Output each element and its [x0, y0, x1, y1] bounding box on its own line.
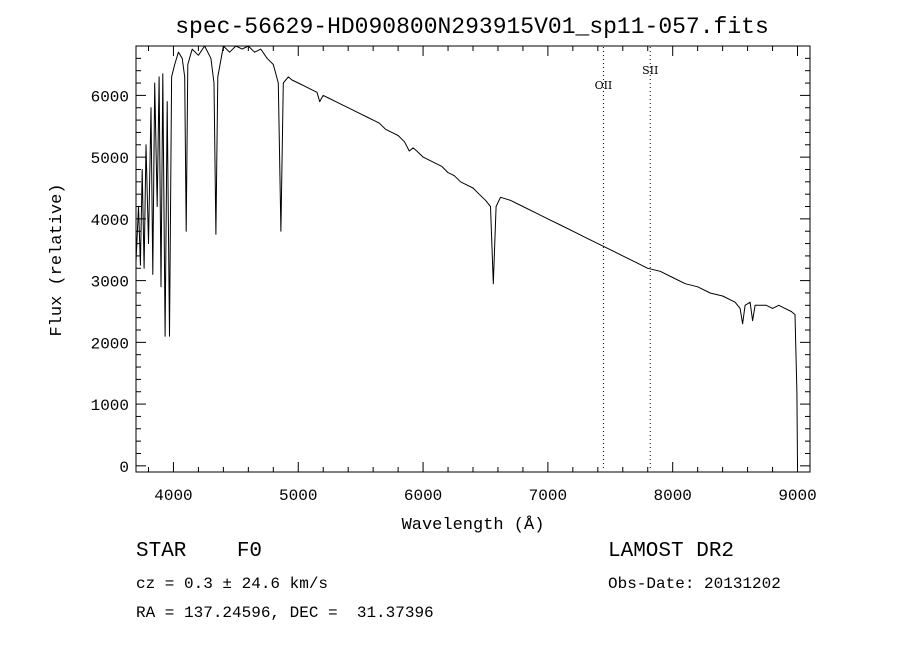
emission-line-markers — [602, 47, 651, 471]
redshift-velocity: cz = 0.3 ± 24.6 km/s — [136, 575, 329, 593]
y-tick-label: 4000 — [91, 212, 129, 230]
y-axis-label: Flux (relative) — [48, 183, 67, 336]
plot-series — [135, 45, 798, 466]
y-tick-label: 5000 — [91, 150, 129, 168]
x-axis-label: Wavelength (Å) — [402, 516, 545, 535]
y-tick-label: 6000 — [91, 88, 129, 106]
x-tick-label: 4000 — [154, 487, 192, 505]
coordinates: RA = 137.24596, DEC = 31.37396 — [136, 604, 434, 622]
y-tick-label: 2000 — [91, 335, 129, 353]
x-tick-label: 7000 — [529, 487, 567, 505]
y-tick-label: 1000 — [91, 397, 129, 415]
y-axis: 0 1000 2000 3000 4000 5000 6000 — [91, 57, 810, 477]
plot-frame — [135, 45, 811, 473]
line-annotation-label: OII — [595, 79, 613, 92]
x-axis: 4000 5000 6000 7000 8000 9000 — [147, 46, 817, 505]
chart-title: spec-56629-HD090800N293915V01_sp11-057.f… — [175, 14, 769, 40]
spectrum-line — [135, 45, 798, 466]
survey-name: LAMOST DR2 — [608, 540, 735, 563]
y-tick-label: 0 — [119, 459, 129, 477]
line-annotation-label: SII — [642, 64, 658, 77]
x-tick-label: 6000 — [404, 487, 442, 505]
x-tick-label: 5000 — [279, 487, 317, 505]
y-tick-label: 3000 — [91, 274, 129, 292]
x-tick-label: 9000 — [778, 487, 816, 505]
object-class: STAR F0 — [136, 540, 263, 563]
observation-date: Obs-Date: 20131202 — [608, 575, 781, 593]
x-tick-label: 8000 — [654, 487, 692, 505]
line-annotations: OII SII — [595, 64, 659, 92]
